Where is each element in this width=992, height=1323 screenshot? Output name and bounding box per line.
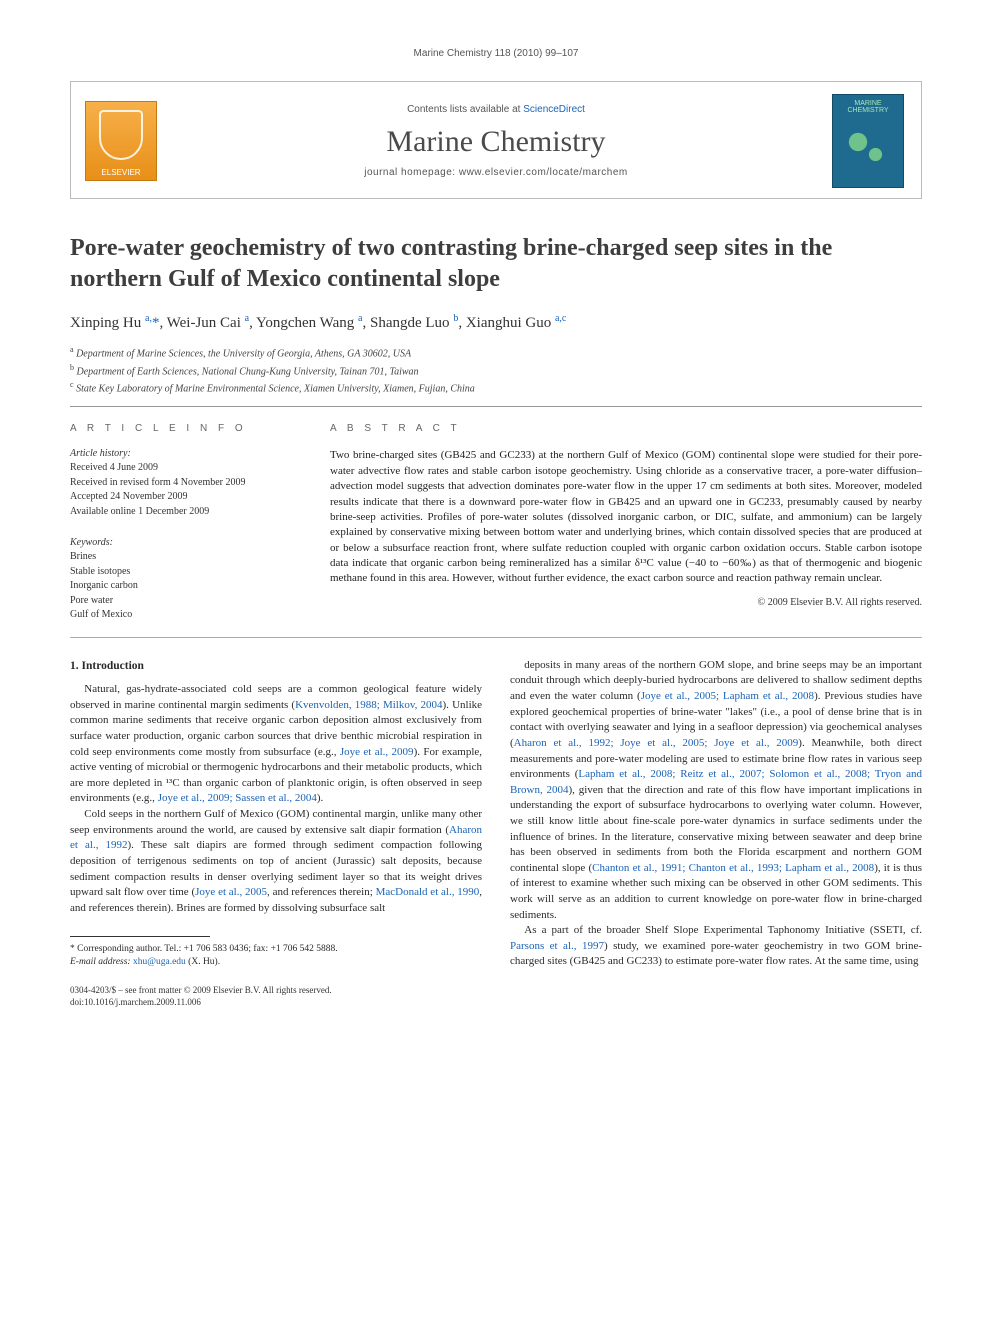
doi-line: doi:10.1016/j.marchem.2009.11.006 bbox=[70, 996, 922, 1008]
text-run: ), given that the direction and rate of … bbox=[510, 784, 922, 874]
section-1-heading: 1. Introduction bbox=[70, 658, 482, 674]
article-title: Pore-water geochemistry of two contrasti… bbox=[70, 233, 922, 295]
journal-cover-thumb: MARINE CHEMISTRY bbox=[832, 94, 904, 188]
affiliations: a Department of Marine Sciences, the Uni… bbox=[70, 344, 922, 396]
paragraph-1: Natural, gas-hydrate-associated cold see… bbox=[70, 682, 482, 807]
text-run: As a part of the broader Shelf Slope Exp… bbox=[524, 924, 922, 936]
contents-prefix: Contents lists available at bbox=[407, 104, 523, 115]
text-run: Cold seeps in the northern Gulf of Mexic… bbox=[70, 808, 482, 836]
journal-homepage-line: journal homepage: www.elsevier.com/locat… bbox=[174, 167, 818, 178]
journal-title: Marine Chemistry bbox=[174, 125, 818, 159]
citation-link[interactable]: Joye et al., 2009; Sassen et al., 2004 bbox=[158, 792, 317, 804]
affiliation-b: b Department of Earth Sciences, National… bbox=[70, 362, 922, 379]
corr-line-1: * Corresponding author. Tel.: +1 706 583… bbox=[70, 943, 482, 956]
contents-available-line: Contents lists available at ScienceDirec… bbox=[174, 104, 818, 115]
citation-link[interactable]: Kvenvolden, 1988; Milkov, 2004 bbox=[295, 699, 442, 711]
corr-line-2: E-mail address: xhu@uga.edu (X. Hu). bbox=[70, 956, 482, 969]
keyword: Inorganic carbon bbox=[70, 579, 300, 594]
history-revised: Received in revised form 4 November 2009 bbox=[70, 476, 300, 491]
issn-copyright-line: 0304-4203/$ – see front matter © 2009 El… bbox=[70, 984, 922, 996]
body-columns: 1. Introduction Natural, gas-hydrate-ass… bbox=[70, 658, 922, 970]
homepage-prefix: journal homepage: bbox=[364, 167, 459, 178]
rule-top bbox=[70, 406, 922, 407]
citation-link[interactable]: Parsons et al., 1997 bbox=[510, 940, 604, 952]
abstract-copyright: © 2009 Elsevier B.V. All rights reserved… bbox=[330, 597, 922, 608]
keyword: Brines bbox=[70, 550, 300, 565]
history-received: Received 4 June 2009 bbox=[70, 461, 300, 476]
corr-tail: (X. Hu). bbox=[186, 957, 220, 967]
citation-link[interactable]: Joye et al., 2005 bbox=[195, 886, 267, 898]
footnote-rule bbox=[70, 936, 210, 937]
text-run: , and references therein; bbox=[267, 886, 376, 898]
history-online: Available online 1 December 2009 bbox=[70, 505, 300, 520]
text-run: ). bbox=[317, 792, 323, 804]
publisher-logo: ELSEVIER bbox=[85, 101, 157, 181]
keyword: Pore water bbox=[70, 594, 300, 609]
history-accepted: Accepted 24 November 2009 bbox=[70, 490, 300, 505]
journal-banner: ELSEVIER Contents lists available at Sci… bbox=[70, 81, 922, 199]
paragraph-2: Cold seeps in the northern Gulf of Mexic… bbox=[70, 807, 482, 916]
running-head: Marine Chemistry 118 (2010) 99–107 bbox=[70, 48, 922, 59]
corresponding-author-note: * Corresponding author. Tel.: +1 706 583… bbox=[70, 943, 482, 969]
history-label: Article history: bbox=[70, 448, 300, 459]
abstract-block: A B S T R A C T Two brine-charged sites … bbox=[330, 423, 922, 623]
abstract-text: Two brine-charged sites (GB425 and GC233… bbox=[330, 448, 922, 587]
affiliation-c: c State Key Laboratory of Marine Environ… bbox=[70, 379, 922, 396]
author-list: Xinping Hu a,*, Wei-Jun Cai a, Yongchen … bbox=[70, 313, 922, 332]
article-info-block: A R T I C L E I N F O Article history: R… bbox=[70, 423, 300, 623]
paragraph-3: deposits in many areas of the northern G… bbox=[510, 658, 922, 923]
affil-text: State Key Laboratory of Marine Environme… bbox=[76, 383, 475, 394]
homepage-url: www.elsevier.com/locate/marchem bbox=[459, 167, 628, 178]
citation-link[interactable]: MacDonald et al., 1990 bbox=[376, 886, 480, 898]
affiliation-a: a Department of Marine Sciences, the Uni… bbox=[70, 344, 922, 361]
article-info-heading: A R T I C L E I N F O bbox=[70, 423, 300, 434]
paragraph-4: As a part of the broader Shelf Slope Exp… bbox=[510, 923, 922, 970]
citation-link[interactable]: Joye et al., 2009 bbox=[340, 746, 414, 758]
corr-email-link[interactable]: xhu@uga.edu bbox=[133, 957, 186, 967]
citation-link[interactable]: Aharon et al., 1992; Joye et al., 2005; … bbox=[514, 737, 799, 749]
citation-link[interactable]: Chanton et al., 1991; Chanton et al., 19… bbox=[592, 862, 874, 874]
affil-text: Department of Marine Sciences, the Unive… bbox=[76, 349, 411, 360]
citation-link[interactable]: Joye et al., 2005; Lapham et al., 2008 bbox=[641, 690, 814, 702]
affil-text: Department of Earth Sciences, National C… bbox=[77, 366, 419, 377]
keywords-label: Keywords: bbox=[70, 537, 300, 548]
sciencedirect-link[interactable]: ScienceDirect bbox=[523, 104, 585, 115]
keyword: Stable isotopes bbox=[70, 565, 300, 580]
rule-after-abstract bbox=[70, 637, 922, 638]
email-label: E-mail address: bbox=[70, 957, 133, 967]
abstract-heading: A B S T R A C T bbox=[330, 423, 922, 434]
keyword: Gulf of Mexico bbox=[70, 608, 300, 623]
front-matter-line: 0304-4203/$ – see front matter © 2009 El… bbox=[70, 984, 922, 1008]
